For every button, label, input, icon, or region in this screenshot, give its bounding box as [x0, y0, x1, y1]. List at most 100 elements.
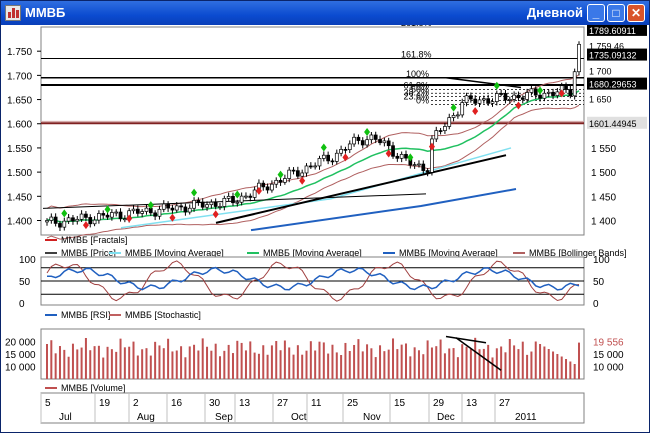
candle-body [464, 95, 469, 103]
volume-bar [400, 344, 403, 379]
candle-body [421, 163, 426, 171]
legend-entry: ММВБ [Fractals] [61, 235, 127, 245]
volume-bar [279, 350, 282, 379]
fractal-down-marker [255, 186, 262, 195]
volume-bar [430, 347, 433, 379]
trend-line [445, 77, 522, 89]
volume-last-value: 19 556 [593, 338, 624, 349]
fractal-down-marker [82, 221, 89, 230]
price-y-tick-label: 1.400 [7, 216, 32, 227]
candle-body [568, 89, 573, 97]
candle-body [356, 136, 361, 141]
volume-bar [236, 340, 239, 379]
oscillator-right-tick-label: 50 [593, 277, 605, 288]
fractal-down-marker [299, 176, 306, 185]
volume-bar [465, 346, 468, 379]
volume-bar [162, 348, 165, 379]
candle-body [97, 213, 101, 221]
candle-body [287, 169, 292, 179]
candle-body [239, 195, 244, 203]
day-tick-label: 13 [239, 398, 251, 409]
volume-bar [534, 341, 537, 379]
volume-right-tick-label: 15 000 [593, 350, 624, 361]
volume-bar [340, 355, 343, 379]
legend-entry: ММВБ [Price] [61, 248, 116, 258]
fractal-up-marker [450, 103, 457, 112]
price-right-tick-label: 1 500 [591, 168, 616, 179]
candle-body [45, 220, 49, 223]
candle-body [321, 154, 326, 159]
candle-body [166, 203, 170, 209]
fractal-up-marker [104, 205, 111, 214]
fractal-up-marker [234, 190, 241, 199]
price-right-tick-label: 1 400 [591, 216, 616, 227]
price-right-label: 1789.60911 [589, 26, 636, 36]
volume-bar [331, 344, 334, 379]
stochastic-line [46, 260, 580, 302]
volume-bar [409, 356, 412, 379]
volume-bar [396, 349, 399, 379]
price-right-label: 1 650 [589, 95, 612, 105]
candle-body [313, 165, 318, 168]
volume-bar [270, 345, 273, 379]
day-tick-label: 16 [171, 398, 183, 409]
fib-level-label: 23.6% [403, 92, 429, 102]
fractal-up-marker [191, 188, 198, 197]
volume-bar [366, 344, 369, 379]
candle-body [412, 164, 417, 166]
candle-body [261, 182, 266, 188]
fractal-down-marker [515, 101, 522, 110]
candle-body [161, 203, 166, 210]
candle-body [512, 94, 516, 100]
volume-bar [89, 350, 92, 379]
day-tick-label: 19 [99, 398, 111, 409]
volume-bar [119, 338, 122, 379]
maximize-button[interactable]: □ [607, 4, 625, 22]
candle-body [209, 201, 214, 206]
fractal-up-marker [364, 127, 371, 136]
candle-body [473, 98, 478, 104]
day-tick-label: 30 [209, 398, 221, 409]
candle-body [365, 139, 369, 146]
minimize-button[interactable]: _ [587, 4, 605, 22]
volume-bar [573, 364, 576, 379]
candle-body [157, 208, 162, 217]
volume-bar [426, 340, 429, 379]
candle-body [317, 158, 322, 167]
volume-bar [530, 351, 533, 379]
volume-bar [193, 344, 196, 379]
candle-body [218, 206, 222, 208]
candle-body [88, 217, 93, 225]
volume-bar [283, 340, 286, 379]
candle-body [520, 97, 525, 100]
price-right-label: 1680.29653 [589, 80, 637, 90]
candle-body [546, 91, 551, 94]
volume-bar [521, 341, 524, 379]
oscillator-right-tick-label: 0 [593, 299, 599, 310]
candle-body [62, 220, 67, 228]
volume-bar [136, 355, 139, 379]
candle-body [551, 91, 555, 96]
price-right-label: 1 759,46 [589, 41, 624, 51]
close-button[interactable]: ✕ [627, 4, 645, 22]
candle-body [304, 165, 309, 174]
volume-bar [543, 346, 546, 379]
volume-bar [461, 344, 464, 379]
volume-bar [379, 345, 382, 379]
volume-bar [305, 350, 308, 379]
title-bar[interactable]: ММВБ Дневной _ □ ✕ [1, 1, 649, 25]
chart-area: 1.750 1.700 1.650 1.600 1.550 1.500 1.450 1.400… [5, 25, 647, 424]
fractal-down-marker [558, 89, 565, 98]
price-right-label: 1601.44945 [589, 119, 637, 129]
candle-body [360, 140, 365, 146]
volume-bar [244, 350, 247, 379]
volume-bar [240, 342, 243, 379]
fractal-up-marker [147, 201, 154, 210]
candle-body [200, 201, 205, 208]
month-tick-label: Dec [437, 412, 455, 423]
volume-bar [513, 345, 516, 379]
timeframe-label[interactable]: Дневной [526, 5, 583, 20]
price-right-label: 1 700 [589, 67, 612, 77]
volume-bar [257, 353, 260, 379]
candle-body [577, 43, 581, 73]
